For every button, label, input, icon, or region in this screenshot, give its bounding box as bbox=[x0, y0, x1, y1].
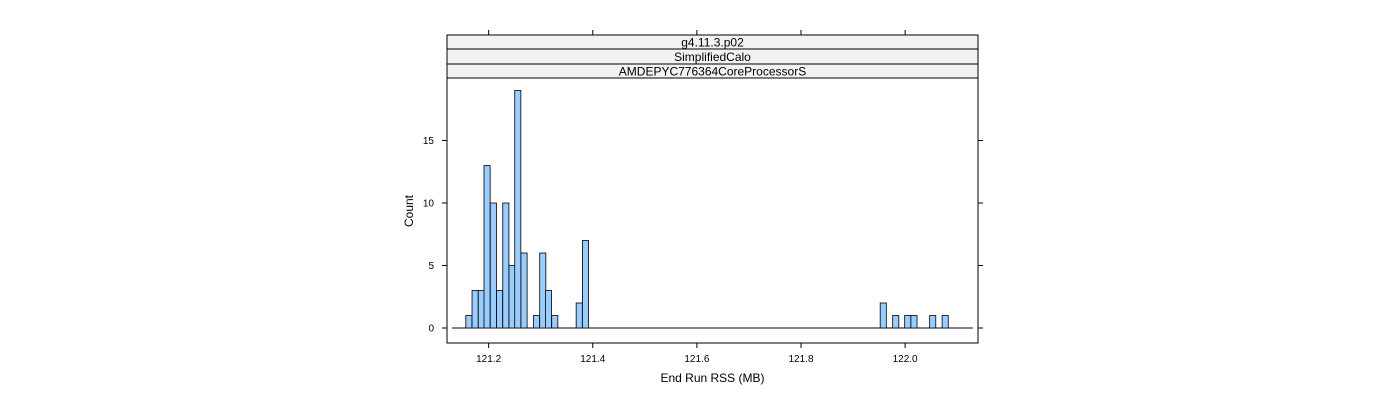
y-axis: 0 5 10 15 bbox=[423, 136, 983, 335]
x-tick-label: 121.4 bbox=[580, 354, 605, 365]
y-tick-label: 5 bbox=[428, 261, 434, 272]
histogram-bar bbox=[465, 315, 473, 329]
histogram-bar bbox=[941, 315, 949, 329]
bars-group bbox=[452, 90, 973, 329]
histogram-bar bbox=[477, 290, 485, 329]
plot-panel bbox=[446, 77, 979, 344]
x-axis-label: End Run RSS (MB) bbox=[660, 371, 764, 385]
histogram-bar bbox=[533, 315, 541, 329]
strip-panel: g4.11.3.p02 SimplifiedCalo AMDEPYC776364… bbox=[446, 34, 979, 79]
histogram-bar bbox=[502, 202, 510, 329]
histogram-bar bbox=[904, 315, 912, 329]
histogram-bar bbox=[575, 302, 583, 329]
x-tick-label: 122.0 bbox=[893, 354, 918, 365]
histogram-bar bbox=[508, 265, 516, 329]
histogram-bar bbox=[496, 290, 504, 329]
histogram-bar bbox=[910, 315, 918, 329]
y-tick-label: 15 bbox=[423, 136, 435, 147]
histogram-bar bbox=[514, 90, 522, 329]
histogram-bar bbox=[489, 202, 497, 329]
strip-label-1: g4.11.3.p02 bbox=[681, 36, 744, 50]
x-axis: 121.2 121.4 121.6 121.8 122.0 bbox=[476, 30, 918, 365]
histogram-bar bbox=[471, 290, 479, 329]
histogram-bar bbox=[582, 240, 589, 329]
histogram-bar bbox=[551, 315, 559, 329]
strip-label-3: AMDEPYC776364CoreProcessorS bbox=[619, 65, 806, 79]
y-axis-label: Count bbox=[402, 194, 416, 227]
histogram-bar bbox=[545, 290, 552, 329]
histogram-bar bbox=[520, 252, 528, 329]
histogram-bar bbox=[892, 315, 900, 329]
x-tick-label: 121.6 bbox=[684, 354, 709, 365]
histogram-bar bbox=[483, 165, 491, 329]
histogram-bar bbox=[929, 315, 937, 329]
histogram-bar bbox=[539, 252, 547, 329]
histogram-bar bbox=[879, 302, 887, 329]
strip-label-2: SimplifiedCalo bbox=[674, 50, 751, 64]
y-tick-label: 0 bbox=[428, 324, 434, 335]
x-tick-label: 121.8 bbox=[788, 354, 813, 365]
y-tick-label: 10 bbox=[423, 199, 435, 210]
x-tick-label: 121.2 bbox=[476, 354, 501, 365]
